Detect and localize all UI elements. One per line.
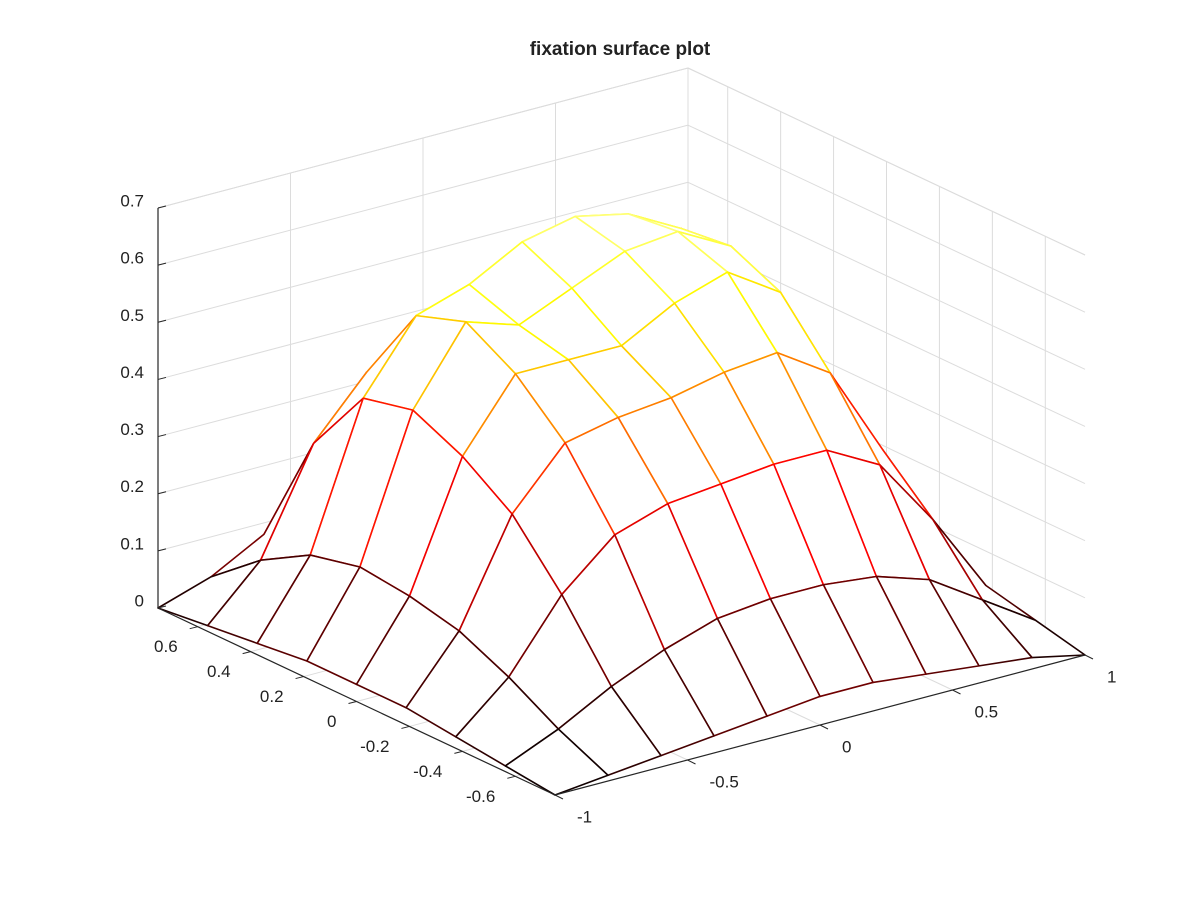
grid-line (687, 181, 1086, 370)
z-tick-label: 0.3 (120, 420, 144, 439)
tick-mark (157, 491, 167, 495)
tick-mark (157, 262, 167, 266)
z-tick-label: 0.4 (120, 363, 144, 382)
tick-mark (454, 750, 463, 754)
x-tick-label: 0 (842, 737, 851, 756)
tick-mark (348, 701, 357, 704)
z-tick-label: 0.2 (120, 477, 144, 496)
z-tick-label: 0.5 (120, 306, 144, 325)
tick-mark (242, 651, 251, 655)
tick-mark (157, 376, 167, 380)
z-tick-label: 0.7 (120, 191, 144, 210)
chart-title: fixation surface plot (530, 39, 711, 60)
tick-mark (952, 689, 961, 695)
grid-line (687, 124, 1086, 313)
surface-cell (504, 728, 609, 796)
grid-line (157, 67, 689, 209)
grid-line (157, 124, 689, 266)
tick-mark (157, 605, 167, 609)
x-tick-label: -0.5 (710, 772, 739, 791)
y-tick-label: -0.4 (413, 762, 442, 781)
y-tick-label: -0.2 (360, 737, 389, 756)
x-tick-label: 0.5 (975, 702, 999, 721)
z-tick-label: 0.1 (120, 534, 144, 553)
tick-mark (157, 205, 167, 209)
x-tick-label: -1 (577, 807, 592, 826)
tick-mark (819, 724, 829, 730)
y-tick-label: 0.2 (260, 687, 284, 706)
z-tick-label: 0 (135, 591, 144, 610)
tick-mark (554, 794, 564, 800)
grid-line (687, 67, 1086, 256)
tick-mark (687, 759, 696, 765)
y-tick-label: 0 (327, 712, 336, 731)
tick-mark (295, 676, 304, 680)
z-tick-label: 0.6 (120, 249, 144, 268)
y-tick-label: 0.4 (207, 662, 231, 681)
y-tick-label: -0.6 (466, 787, 495, 806)
x-tick-label: 1 (1107, 667, 1116, 686)
tick-mark (401, 725, 410, 729)
grid-line (157, 181, 689, 323)
tick-mark (157, 319, 167, 323)
tick-mark (189, 626, 198, 630)
y-tick-label: 0.6 (154, 637, 178, 656)
tick-mark (157, 548, 167, 552)
tick-mark (507, 775, 516, 779)
tick-mark (157, 434, 167, 438)
tick-mark (1084, 654, 1094, 660)
